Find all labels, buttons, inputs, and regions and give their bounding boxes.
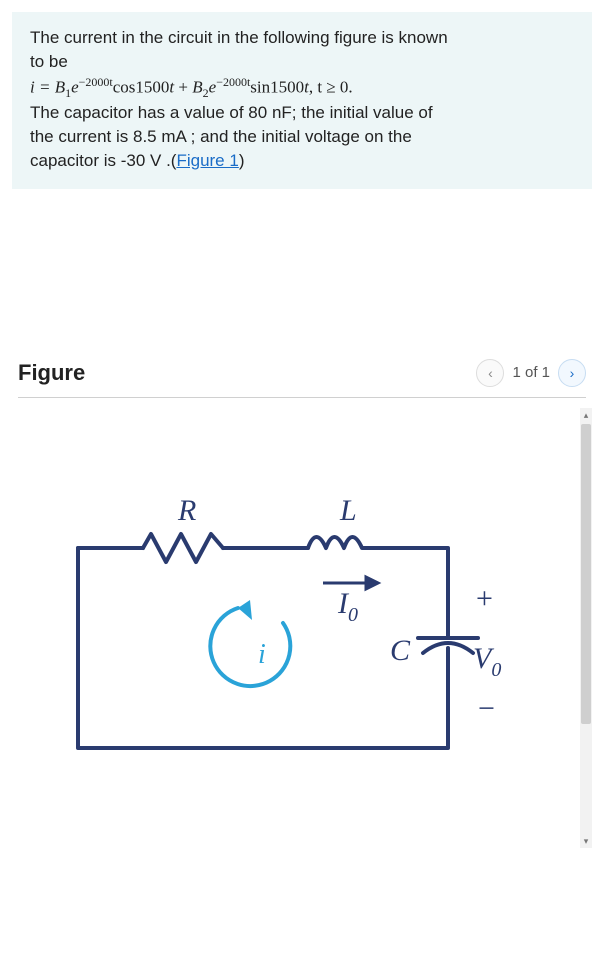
label-r: R (177, 494, 196, 527)
circuit-diagram: R L I0 i C V0 + − (48, 468, 518, 798)
figure-body: ▴ ▾ R (18, 398, 592, 858)
label-i0: I0 (337, 587, 358, 626)
label-i: i (258, 639, 266, 670)
label-plus: + (476, 582, 493, 615)
figure-nav: ‹ 1 of 1 › (476, 359, 586, 387)
scroll-down-icon[interactable]: ▾ (580, 834, 592, 848)
figure-page: 1 of 1 (512, 364, 550, 381)
problem-statement: The current in the circuit in the follow… (12, 12, 592, 189)
label-minus: − (478, 692, 495, 725)
label-c: C (390, 634, 411, 667)
equation: i = B1e−2000tcos1500t + B2e−2000tsin1500… (30, 74, 574, 102)
intro-line2: to be (30, 52, 68, 71)
scrollbar[interactable]: ▴ ▾ (580, 408, 592, 848)
next-button[interactable]: › (558, 359, 586, 387)
intro-line1: The current in the circuit in the follow… (30, 28, 448, 47)
prev-button[interactable]: ‹ (476, 359, 504, 387)
figure-link[interactable]: Figure 1 (176, 151, 238, 170)
desc-line5: capacitor is -30 V .(Figure 1) (30, 149, 574, 173)
scroll-up-icon[interactable]: ▴ (580, 408, 592, 422)
figure-header: Figure ‹ 1 of 1 › (18, 359, 586, 398)
scroll-thumb[interactable] (581, 424, 591, 724)
label-l: L (339, 494, 357, 527)
desc-line4: the current is 8.5 mA ; and the initial … (30, 125, 574, 149)
label-v0: V0 (473, 642, 501, 681)
desc-line3: The capacitor has a value of 80 nF; the … (30, 101, 574, 125)
figure-title: Figure (18, 360, 476, 386)
